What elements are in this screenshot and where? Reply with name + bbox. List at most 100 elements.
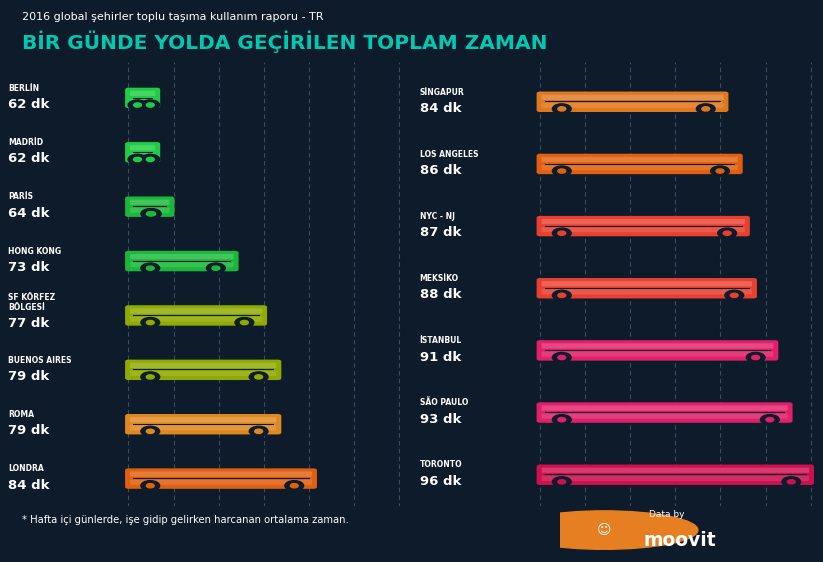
FancyBboxPatch shape [130,254,234,259]
FancyBboxPatch shape [542,414,788,419]
Circle shape [146,320,154,325]
Text: SÃO PAULO: SÃO PAULO [420,398,468,407]
Text: 86 dk: 86 dk [420,164,461,177]
Circle shape [141,481,160,491]
Circle shape [128,155,146,165]
Circle shape [558,231,565,235]
Text: 84 dk: 84 dk [8,479,49,492]
FancyBboxPatch shape [130,371,277,376]
Text: PARİS: PARİS [8,192,33,201]
Text: Data by: Data by [649,510,684,519]
FancyBboxPatch shape [537,340,779,361]
Circle shape [766,418,774,422]
Circle shape [207,263,226,273]
Circle shape [249,372,268,382]
FancyBboxPatch shape [542,475,809,481]
FancyBboxPatch shape [542,405,788,411]
FancyBboxPatch shape [542,468,809,473]
FancyBboxPatch shape [537,465,814,485]
Circle shape [249,426,268,436]
Text: MADRİD: MADRİD [8,138,44,147]
FancyBboxPatch shape [130,472,312,477]
Text: HONG KONG: HONG KONG [8,247,62,256]
Circle shape [558,480,565,484]
Circle shape [291,483,298,488]
Text: LOS ANGELES: LOS ANGELES [420,149,478,158]
FancyBboxPatch shape [542,165,737,170]
FancyBboxPatch shape [537,92,728,112]
FancyBboxPatch shape [130,200,170,205]
Text: 62 dk: 62 dk [8,152,49,165]
Circle shape [141,100,160,110]
Circle shape [552,291,571,301]
Circle shape [760,415,779,425]
FancyBboxPatch shape [130,91,156,96]
Circle shape [552,477,571,487]
FancyBboxPatch shape [542,281,752,287]
FancyBboxPatch shape [130,309,262,314]
Circle shape [146,157,154,161]
FancyBboxPatch shape [125,142,160,162]
Text: 77 dk: 77 dk [8,317,49,330]
Circle shape [133,157,142,161]
Circle shape [146,212,154,216]
FancyBboxPatch shape [542,289,752,294]
Circle shape [710,166,729,176]
Circle shape [558,107,565,111]
Text: 79 dk: 79 dk [8,424,49,437]
Circle shape [552,104,571,114]
Text: 2016 global şehirler toplu taşıma kullanım raporu - TR: 2016 global şehirler toplu taşıma kullan… [22,12,323,22]
Circle shape [696,104,715,114]
FancyBboxPatch shape [542,94,723,100]
FancyBboxPatch shape [542,103,723,108]
FancyBboxPatch shape [125,251,239,271]
Text: BERLİN: BERLİN [8,84,40,93]
Circle shape [146,103,154,107]
Circle shape [746,352,765,362]
Text: 64 dk: 64 dk [8,207,49,220]
Circle shape [718,228,737,238]
Circle shape [730,293,738,297]
Text: NYC - NJ: NYC - NJ [420,212,455,221]
Circle shape [558,293,565,297]
Text: SF KÖRFEZ: SF KÖRFEZ [8,293,55,302]
FancyBboxPatch shape [125,197,174,217]
Text: ☺: ☺ [597,523,611,537]
Text: MEKSİKO: MEKSİKO [420,274,459,283]
Circle shape [552,352,571,362]
Circle shape [558,418,565,422]
Circle shape [146,266,154,270]
Circle shape [723,231,731,235]
FancyBboxPatch shape [125,360,281,380]
FancyBboxPatch shape [542,227,745,232]
FancyBboxPatch shape [125,88,160,108]
Circle shape [133,103,142,107]
Text: BİR GÜNDE YOLDA GEÇİRİLEN TOPLAM ZAMAN: BİR GÜNDE YOLDA GEÇİRİLEN TOPLAM ZAMAN [22,31,548,53]
Circle shape [141,372,160,382]
Circle shape [285,481,304,491]
Text: 84 dk: 84 dk [420,102,461,115]
Text: 87 dk: 87 dk [420,226,461,239]
Text: İSTANBUL: İSTANBUL [420,336,462,345]
Text: LONDRA: LONDRA [8,464,44,473]
FancyBboxPatch shape [537,154,742,174]
Circle shape [702,107,709,111]
Circle shape [146,375,154,379]
Text: SİNGAPUR: SİNGAPUR [420,88,464,97]
Circle shape [212,266,220,270]
FancyBboxPatch shape [125,305,267,325]
FancyBboxPatch shape [130,145,156,151]
Text: 73 dk: 73 dk [8,261,49,274]
FancyBboxPatch shape [537,278,757,298]
FancyBboxPatch shape [542,351,774,357]
Circle shape [510,511,698,549]
Text: 88 dk: 88 dk [420,288,461,301]
Circle shape [235,318,253,328]
Text: ROMA: ROMA [8,410,35,419]
Text: moovit: moovit [644,531,716,550]
Circle shape [552,415,571,425]
Circle shape [552,166,571,176]
FancyBboxPatch shape [130,316,262,321]
Circle shape [141,155,160,165]
Text: * Hafta içi günlerde, işe gidip gelirken harcanan ortalama zaman.: * Hafta içi günlerde, işe gidip gelirken… [22,515,349,525]
